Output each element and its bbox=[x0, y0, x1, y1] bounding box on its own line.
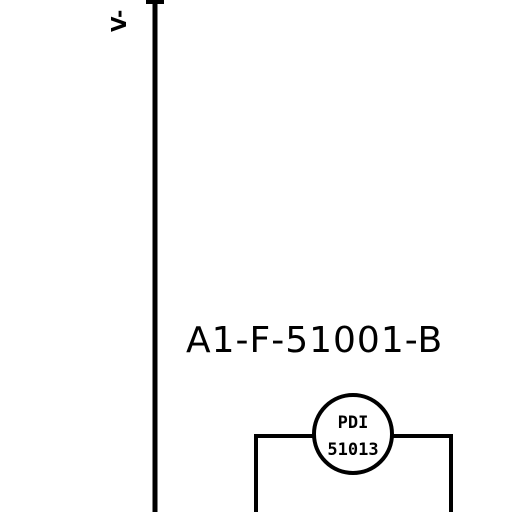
instrument-connection-right bbox=[392, 434, 453, 512]
instrument-function: PDI bbox=[338, 413, 369, 433]
instrument-number: 51013 bbox=[327, 440, 378, 460]
instrument-connection-left bbox=[254, 434, 313, 512]
vertical-line-tag: V- bbox=[107, 10, 131, 32]
line-identifier: A1-F-51001-B bbox=[186, 320, 443, 361]
instrument-bubble bbox=[312, 393, 394, 475]
